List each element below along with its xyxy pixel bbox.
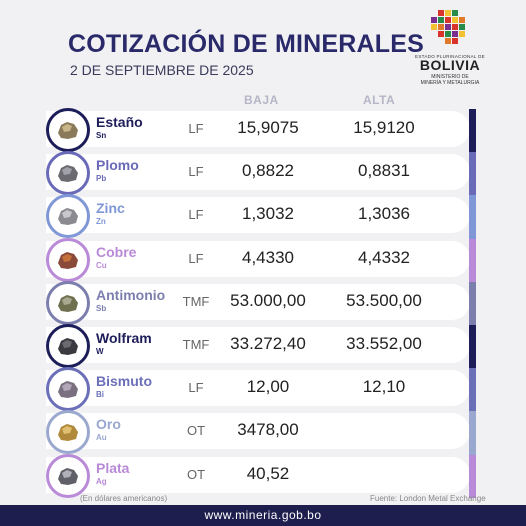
logo-ministry-line-2: MINERÍA Y METALURGIA (420, 80, 480, 86)
mineral-symbol: Pb (96, 174, 107, 184)
unit-label: LF (188, 207, 204, 223)
mineral-name: Estaño (96, 114, 143, 130)
unit-label: LF (188, 250, 204, 266)
side-color-bar (469, 238, 476, 282)
side-color-bar (469, 454, 476, 498)
mineral-row: Plata Ag OT 40,52 (46, 453, 470, 498)
price-low: 53.000,00 (230, 290, 306, 310)
unit-label: TMF (182, 337, 210, 352)
unit-label: LF (188, 164, 204, 180)
price-low: 3478,00 (237, 420, 299, 440)
mineral-symbol: Au (96, 433, 107, 443)
price-high: 1,3036 (358, 204, 410, 224)
logo-state-label: ESTADO PLURINACIONAL DE (415, 54, 485, 59)
side-color-bar (469, 281, 476, 325)
price-high: 15,9120 (353, 118, 415, 137)
mineral-name: Antimonio (96, 286, 166, 303)
mineral-row: Oro Au OT 3478,00 (46, 410, 470, 455)
mineral-row: Wolfram W TMF 33.272,40 33.552,00 (46, 324, 470, 368)
mineral-row: Cobre Cu LF 4,4330 4,4332 (46, 237, 470, 282)
price-low: 4,4330 (242, 247, 294, 267)
mineral-name: Zinc (96, 200, 125, 217)
unit-label: LF (188, 121, 204, 136)
tin-ore-icon (46, 108, 90, 152)
ministry-logo: ESTADO PLURINACIONAL DE BOLIVIA MINISTER… (414, 8, 486, 98)
mineral-name: Wolfram (96, 330, 152, 346)
unit-label: OT (186, 466, 206, 482)
price-high: 12,10 (362, 377, 406, 397)
price-high: 4,4332 (358, 247, 410, 267)
mineral-name: Plata (96, 459, 130, 476)
mineral-symbol: Sb (96, 303, 107, 313)
mineral-name: Cobre (96, 243, 137, 260)
date-label: 2 DE SEPTIEMBRE DE 2025 (70, 62, 254, 78)
price-low: 33.272,40 (230, 334, 306, 353)
price-high: 33.552,00 (346, 334, 422, 353)
currency-note: (En dólares americanos) (80, 494, 168, 503)
mineral-name: Plomo (96, 157, 139, 174)
price-high: 53.500,00 (346, 290, 422, 310)
source-note: Fuente: London Metal Exchange (370, 494, 486, 503)
logo-ministry-line-1: MINISTERIO DE (431, 74, 469, 80)
mineral-row: Zinc Zn LF 1,3032 1,3036 (46, 194, 470, 239)
lead-ore-icon (46, 151, 90, 196)
silver-ore-icon (46, 453, 90, 498)
side-color-bar (469, 195, 476, 239)
price-low: 15,9075 (237, 118, 299, 137)
column-header-baja: BAJA (244, 93, 279, 107)
column-header-alta: ALTA (363, 93, 396, 107)
unit-label: LF (188, 380, 204, 396)
copper-ore-icon (46, 237, 90, 282)
bolivia-emblem-icon (428, 8, 472, 52)
mineral-row: Antimonio Sb TMF 53.000,00 53.500,00 (46, 280, 470, 325)
mineral-row: Estaño Sn LF 15,9075 15,9120 (46, 108, 470, 152)
antimony-ore-icon (46, 280, 90, 325)
mineral-name: Bismuto (96, 373, 152, 390)
unit-label: TMF (182, 293, 210, 309)
mineral-symbol: W (96, 347, 104, 356)
price-low: 1,3032 (242, 204, 294, 224)
zinc-ore-icon (46, 194, 90, 239)
side-color-bar (469, 325, 476, 369)
mineral-row: Plomo Pb LF 0,8822 0,8831 (46, 151, 470, 196)
bismuth-ore-icon (46, 367, 90, 412)
unit-label: OT (186, 423, 206, 439)
logo-country: BOLIVIA (419, 57, 481, 73)
price-low: 12,00 (246, 377, 290, 397)
price-low: 0,8822 (242, 161, 294, 181)
mineral-name: Oro (96, 416, 121, 433)
mineral-symbol: Zn (96, 217, 106, 227)
side-color-bar (469, 411, 476, 455)
mineral-symbol: Bi (96, 390, 104, 400)
wolfram-ore-icon (46, 324, 90, 368)
page-title: COTIZACIÓN DE MINERALES (68, 30, 424, 58)
gold-ore-icon (46, 410, 90, 455)
website-footer[interactable]: www.mineria.gob.bo (0, 505, 526, 526)
mineral-symbol: Ag (96, 476, 107, 486)
mineral-symbol: Sn (96, 131, 107, 140)
price-high: 0,8831 (358, 161, 410, 181)
mineral-row: Bismuto Bi LF 12,00 12,10 (46, 367, 470, 412)
side-color-bar (469, 368, 476, 412)
mineral-symbol: Cu (96, 260, 107, 270)
price-low: 40,52 (246, 463, 290, 483)
side-color-bar (469, 109, 476, 153)
side-color-bar (469, 152, 476, 196)
